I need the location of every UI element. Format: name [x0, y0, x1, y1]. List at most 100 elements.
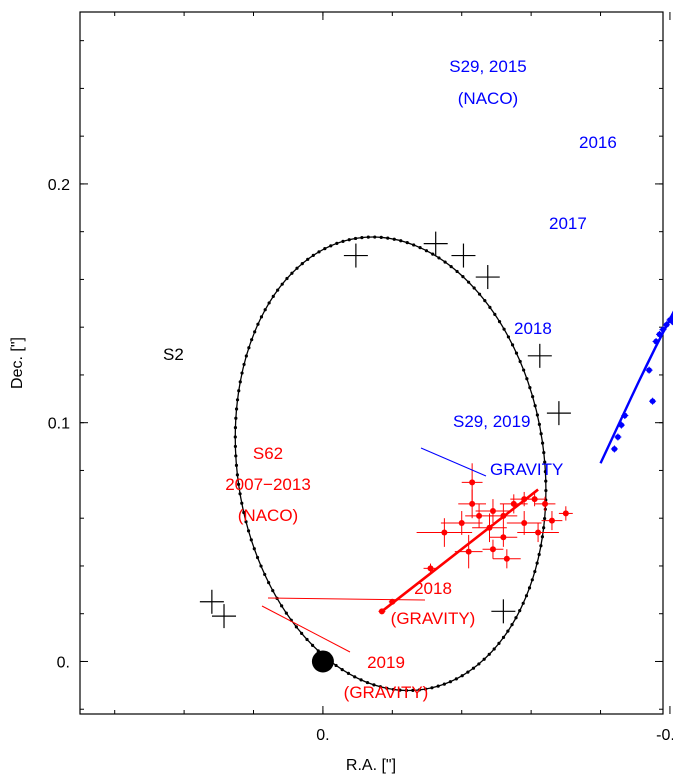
s62-data-point — [531, 496, 538, 503]
s2-data-point — [506, 335, 511, 339]
s2-data-point — [341, 239, 345, 243]
s62-2019-label: 2019 — [367, 653, 405, 672]
s29-gravity-label: GRAVITY — [490, 460, 563, 479]
s29-start-instrument: (NACO) — [458, 89, 518, 108]
s2-data-point — [353, 675, 357, 679]
s2-data-point — [527, 586, 532, 590]
s2-data-point — [540, 441, 545, 445]
s2-data-point — [391, 687, 396, 692]
s2-data-point — [295, 266, 299, 270]
s2-data-point — [518, 359, 522, 364]
s2-data-point — [372, 683, 376, 687]
s2-data-point — [263, 572, 267, 577]
s2-data-point — [493, 312, 497, 316]
s2-data-point — [543, 460, 547, 464]
s2-data-point — [256, 322, 260, 326]
s2-data-point — [311, 253, 315, 257]
s62-data-point — [500, 534, 507, 541]
s2-data-point — [267, 301, 271, 305]
s29-data-point — [656, 331, 663, 338]
s2-data-point — [472, 286, 476, 290]
s2-data-point — [398, 688, 402, 692]
s2-data-point — [466, 670, 470, 674]
s2-data-point — [280, 282, 284, 286]
s2-data-point — [234, 407, 239, 411]
s2-data-point — [497, 641, 501, 645]
s62-data-point — [503, 555, 510, 562]
s2-data-point — [238, 492, 242, 496]
s2-data-point — [471, 666, 476, 670]
s2-data-point — [238, 380, 242, 384]
s2-data-point — [249, 538, 253, 542]
s2-data-point — [482, 657, 486, 661]
s2-data-point — [483, 299, 487, 303]
s2-data-point — [535, 561, 539, 565]
s2-data-point — [418, 246, 422, 250]
s2-data-point — [276, 288, 280, 292]
axes: 0. -0.1 0. 0.1 0.2 — [48, 12, 673, 744]
s2-data-point — [234, 454, 238, 458]
y-tick-label: 0.2 — [48, 177, 70, 194]
s2-data-point — [535, 413, 539, 417]
s2-data-point — [329, 244, 333, 248]
s2-data-point — [244, 520, 248, 524]
s2-data-point — [386, 236, 390, 240]
s2-data-point — [510, 622, 514, 627]
s29-gravity-leader — [420, 447, 487, 477]
s62-data-point — [458, 519, 465, 526]
s2-data-point — [430, 686, 434, 690]
s2-data-point — [455, 269, 459, 274]
s62-data-point — [378, 608, 385, 615]
s2-label: S2 — [163, 345, 184, 364]
s2-data-point — [502, 327, 506, 331]
s2-data-point — [240, 501, 244, 505]
s2-data-point — [247, 346, 251, 350]
s2-data-point — [417, 688, 421, 692]
s2-data-point — [544, 479, 548, 483]
s29-data-point — [653, 338, 659, 345]
s2-data-point — [466, 280, 471, 284]
s29-data-point — [622, 412, 628, 419]
s2-data-point — [360, 235, 364, 240]
s29-orbit-track — [599, 310, 673, 464]
s2-data-point — [506, 629, 510, 633]
s29-start-label: S29, 2015 — [449, 57, 527, 76]
s2-data-point — [405, 241, 409, 245]
s2-data-point — [305, 637, 309, 642]
s29-2018-label: 2018 — [514, 319, 552, 338]
s2-data-point — [306, 257, 310, 261]
s62-data-point — [542, 500, 549, 507]
s2-data-point — [323, 247, 327, 251]
s62-orbit-track — [381, 488, 539, 613]
s2-data-point — [424, 249, 429, 253]
s2-data-point — [285, 276, 289, 281]
s2-data-point — [235, 473, 239, 477]
s2-data-point — [259, 315, 264, 319]
s2-data-point — [497, 320, 502, 324]
s2-data-point — [399, 239, 403, 243]
s2-data-point — [392, 237, 396, 241]
s2-data-point — [244, 354, 248, 358]
x-tick-label: -0.1 — [656, 727, 673, 744]
s29-end-label: S29, 2019 — [453, 412, 531, 431]
s62-2018-instrument: (GRAVITY) — [391, 609, 476, 628]
s2-data-point — [537, 552, 541, 557]
s2-data-point — [461, 275, 465, 279]
s2-data-point — [366, 235, 370, 239]
s62-data-point — [389, 598, 396, 605]
s2-data-point — [271, 588, 275, 593]
s2-data-point — [537, 422, 541, 426]
s2-data-point — [235, 398, 240, 402]
s62-data-point — [469, 479, 476, 486]
s62-2018-label: 2018 — [414, 579, 452, 598]
s29-data-point — [663, 321, 670, 328]
s2-data-point — [347, 238, 351, 242]
s2-data-point — [280, 604, 284, 608]
s62-data-point — [548, 517, 555, 524]
s2-data-point — [540, 535, 545, 539]
s2-data-point — [300, 262, 304, 266]
s2-data-point — [510, 343, 515, 347]
s2-data-point — [539, 432, 543, 436]
s29-data-point — [611, 446, 618, 452]
